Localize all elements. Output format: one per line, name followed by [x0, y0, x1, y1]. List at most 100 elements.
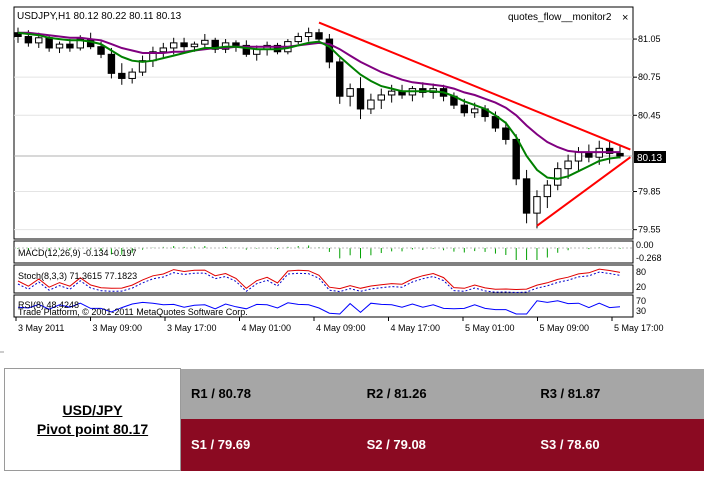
- macd-axis-top: 0.00: [636, 240, 654, 250]
- x-tick-label: 5 May 01:00: [465, 323, 515, 333]
- y-tick-label: 79.55: [638, 225, 661, 235]
- trendline: [536, 156, 631, 227]
- y-axis: 81.05 80.75 80.45 79.85 79.55: [633, 34, 661, 235]
- symbol-header: USDJPY,H1 80.12 80.22 80.11 80.13: [17, 11, 182, 22]
- macd-label: MACD(12,26,9) -0.134 -0.197: [18, 248, 137, 258]
- rsi-axis-top: 70: [636, 296, 646, 306]
- candle-body: [502, 127, 510, 140]
- price-chart: 81.05 80.75 80.45 79.85 79.55 USDJPY,H1 80.1…: [0, 6, 666, 353]
- candles-layer: [14, 27, 624, 229]
- y-tick-label: 79.85: [638, 187, 661, 197]
- candle-body: [45, 37, 53, 49]
- trendline: [318, 21, 631, 151]
- x-tick-label: 5 May 09:00: [540, 323, 590, 333]
- candle-body: [491, 116, 500, 129]
- candle-body: [66, 43, 74, 49]
- y-tick-label: 81.05: [638, 34, 661, 44]
- rsi-axis-bottom: 30: [636, 306, 646, 316]
- candle-body: [543, 184, 552, 198]
- pivot-summary-cell: USD/JPY Pivot point 80.17: [4, 368, 181, 471]
- candle-body: [128, 71, 136, 79]
- resistance-1: R1 / 80.78: [180, 368, 357, 419]
- candle-body: [55, 43, 64, 49]
- candle-body: [294, 36, 302, 43]
- support-2: S2 / 79.08: [356, 418, 531, 471]
- candle-body: [315, 32, 323, 40]
- candle-body: [242, 44, 251, 55]
- pivot-table: USD/JPY Pivot point 80.17 R1 / 80.78 R2 …: [4, 368, 704, 471]
- rsi-line: [17, 300, 621, 315]
- candle-body: [377, 94, 385, 101]
- stoch-axis-top: 80: [636, 267, 646, 277]
- main-grid: [14, 38, 633, 231]
- stoch-main-line: [17, 268, 621, 291]
- support-3: S3 / 78.60: [530, 418, 704, 471]
- rsi-panel-frame: [13, 294, 634, 318]
- stoch-signal-line: [17, 271, 621, 294]
- candle-body: [512, 138, 520, 180]
- moving-averages: [17, 31, 621, 180]
- trendlines: [318, 21, 631, 227]
- x-tick-label: 4 May 17:00: [391, 323, 441, 333]
- macd-panel-frame: [13, 240, 634, 264]
- x-axis: 3 May 2011 3 May 09:00 3 May 17:00 4 May 01…: [15, 317, 664, 333]
- candle-body: [336, 61, 344, 97]
- candle-body: [387, 90, 396, 96]
- stoch-lines: [17, 268, 621, 294]
- candle-body: [169, 42, 178, 49]
- y-tick-label: 80.75: [638, 72, 661, 82]
- candle-body: [138, 60, 147, 73]
- candle-body: [201, 39, 209, 45]
- candle-body: [533, 196, 541, 214]
- y-tick-label: 80.45: [638, 110, 661, 120]
- candle-body: [35, 37, 43, 44]
- current-price-marker: [634, 151, 666, 163]
- candle-body: [159, 47, 168, 53]
- candle-body: [554, 168, 562, 186]
- rsi-label: RSI(8) 48.4248: [18, 300, 79, 310]
- candle-body: [522, 178, 531, 214]
- candle-body: [367, 99, 375, 110]
- candle-body: [356, 88, 365, 110]
- candle-body: [211, 39, 219, 50]
- stoch-axis-bottom: 20: [636, 282, 646, 292]
- candle-body: [616, 152, 624, 157]
- x-tick-label: 4 May 01:00: [242, 323, 292, 333]
- close-icon[interactable]: ×: [622, 12, 628, 24]
- candle-body: [460, 104, 469, 114]
- candle-body: [470, 108, 479, 114]
- candle-body: [118, 72, 126, 79]
- candle-body: [76, 38, 84, 49]
- candle-body: [346, 88, 354, 97]
- candle-body: [107, 53, 116, 74]
- stoch-label: Stoch(8,3,3) 71.3615 77.1823: [18, 271, 137, 281]
- x-tick-label: 3 May 2011: [18, 323, 64, 333]
- indicator-label: quotes_flow__monitor2: [508, 12, 612, 23]
- candle-body: [574, 151, 583, 162]
- copyright-text: Trade Platform, © 2001-2011 MetaQuotes S…: [18, 307, 248, 317]
- x-tick-label: 5 May 17:00: [614, 323, 664, 333]
- candle-body: [605, 147, 614, 154]
- x-tick-label: 3 May 09:00: [93, 323, 143, 333]
- candle-body: [304, 32, 313, 38]
- pair-name: USD/JPY: [62, 401, 123, 418]
- x-tick-label: 3 May 17:00: [167, 323, 217, 333]
- candle-body: [97, 46, 105, 55]
- current-price-label: 80.13: [637, 153, 662, 164]
- resistance-2: R2 / 81.26: [356, 368, 531, 419]
- candle-body: [564, 160, 572, 170]
- resistance-3: R3 / 81.87: [530, 368, 704, 419]
- candle-body: [24, 36, 33, 44]
- candle-body: [232, 42, 240, 46]
- macd-axis-bottom: -0.268: [636, 253, 662, 263]
- candle-body: [190, 43, 199, 48]
- moving-average-line: [18, 31, 620, 154]
- candle-body: [325, 38, 334, 63]
- x-tick-label: 4 May 09:00: [316, 323, 366, 333]
- rsi-line: [17, 300, 621, 315]
- moving-average-line: [17, 31, 621, 180]
- candle-body: [180, 42, 188, 48]
- pivot-point: Pivot point 80.17: [36, 420, 149, 437]
- support-1: S1 / 79.69: [180, 418, 357, 471]
- macd-histogram: [14, 245, 633, 260]
